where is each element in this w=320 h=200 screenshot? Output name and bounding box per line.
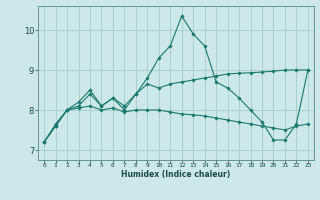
X-axis label: Humidex (Indice chaleur): Humidex (Indice chaleur) xyxy=(121,170,231,179)
